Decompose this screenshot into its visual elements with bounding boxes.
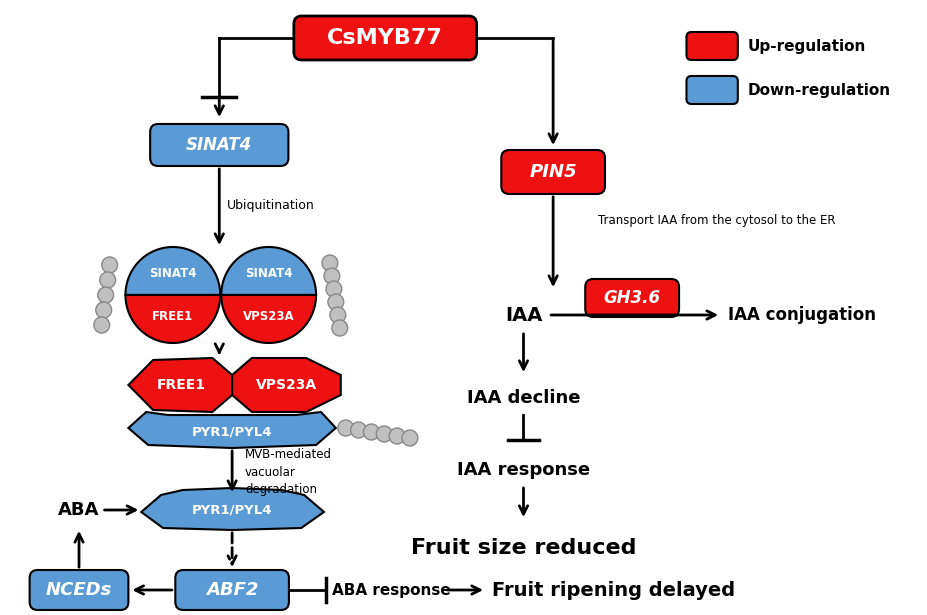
Text: IAA conjugation: IAA conjugation: [728, 306, 876, 324]
Text: ABA response: ABA response: [332, 582, 451, 598]
Text: Up-regulation: Up-regulation: [748, 39, 866, 54]
Polygon shape: [222, 295, 316, 343]
Text: SINAT4: SINAT4: [186, 136, 252, 154]
Circle shape: [326, 281, 342, 297]
Text: IAA response: IAA response: [457, 461, 590, 479]
Polygon shape: [129, 358, 232, 412]
Polygon shape: [232, 358, 341, 412]
FancyBboxPatch shape: [175, 570, 289, 610]
Circle shape: [324, 268, 340, 284]
Text: Fruit ripening delayed: Fruit ripening delayed: [492, 581, 735, 600]
Text: Fruit size reduced: Fruit size reduced: [411, 538, 636, 558]
Text: Ubiquitination: Ubiquitination: [227, 199, 315, 212]
Circle shape: [330, 307, 346, 323]
Text: SINAT4: SINAT4: [149, 267, 197, 280]
FancyBboxPatch shape: [687, 76, 738, 104]
Text: IAA decline: IAA decline: [467, 389, 580, 407]
Circle shape: [402, 430, 418, 446]
Text: GH3.6: GH3.6: [603, 289, 661, 307]
Text: PIN5: PIN5: [529, 163, 577, 181]
Text: ABA: ABA: [58, 501, 100, 519]
Circle shape: [102, 257, 118, 273]
Circle shape: [337, 420, 353, 436]
Polygon shape: [125, 295, 221, 343]
Circle shape: [332, 320, 348, 336]
Text: VPS23A: VPS23A: [256, 378, 317, 392]
Circle shape: [350, 422, 366, 438]
Circle shape: [328, 294, 344, 310]
Polygon shape: [125, 247, 221, 295]
Text: PYR1/PYL4: PYR1/PYL4: [192, 426, 273, 438]
Circle shape: [322, 255, 337, 271]
Text: SINAT4: SINAT4: [245, 267, 292, 280]
FancyBboxPatch shape: [294, 16, 476, 60]
Text: VPS23A: VPS23A: [243, 310, 295, 323]
FancyBboxPatch shape: [150, 124, 288, 166]
Text: CsMYB77: CsMYB77: [327, 28, 443, 48]
Circle shape: [100, 272, 116, 288]
Text: NCEDs: NCEDs: [45, 581, 112, 599]
FancyBboxPatch shape: [585, 279, 679, 317]
Polygon shape: [141, 488, 324, 530]
Circle shape: [95, 302, 111, 318]
FancyBboxPatch shape: [687, 32, 738, 60]
Polygon shape: [222, 247, 316, 295]
Polygon shape: [129, 412, 336, 448]
Text: MVB-mediated
vacuolar
degradation: MVB-mediated vacuolar degradation: [245, 448, 332, 496]
Text: FREE1: FREE1: [152, 310, 194, 323]
Text: IAA: IAA: [505, 306, 542, 325]
Circle shape: [97, 287, 114, 303]
FancyBboxPatch shape: [30, 570, 129, 610]
Text: ABF2: ABF2: [206, 581, 259, 599]
FancyBboxPatch shape: [502, 150, 605, 194]
Text: Transport IAA from the cytosol to the ER: Transport IAA from the cytosol to the ER: [598, 213, 835, 226]
Circle shape: [363, 424, 379, 440]
Text: PYR1/PYL4: PYR1/PYL4: [192, 504, 273, 517]
Circle shape: [376, 426, 392, 442]
Text: Down-regulation: Down-regulation: [748, 82, 891, 98]
Circle shape: [389, 428, 405, 444]
Text: FREE1: FREE1: [157, 378, 205, 392]
Circle shape: [94, 317, 109, 333]
